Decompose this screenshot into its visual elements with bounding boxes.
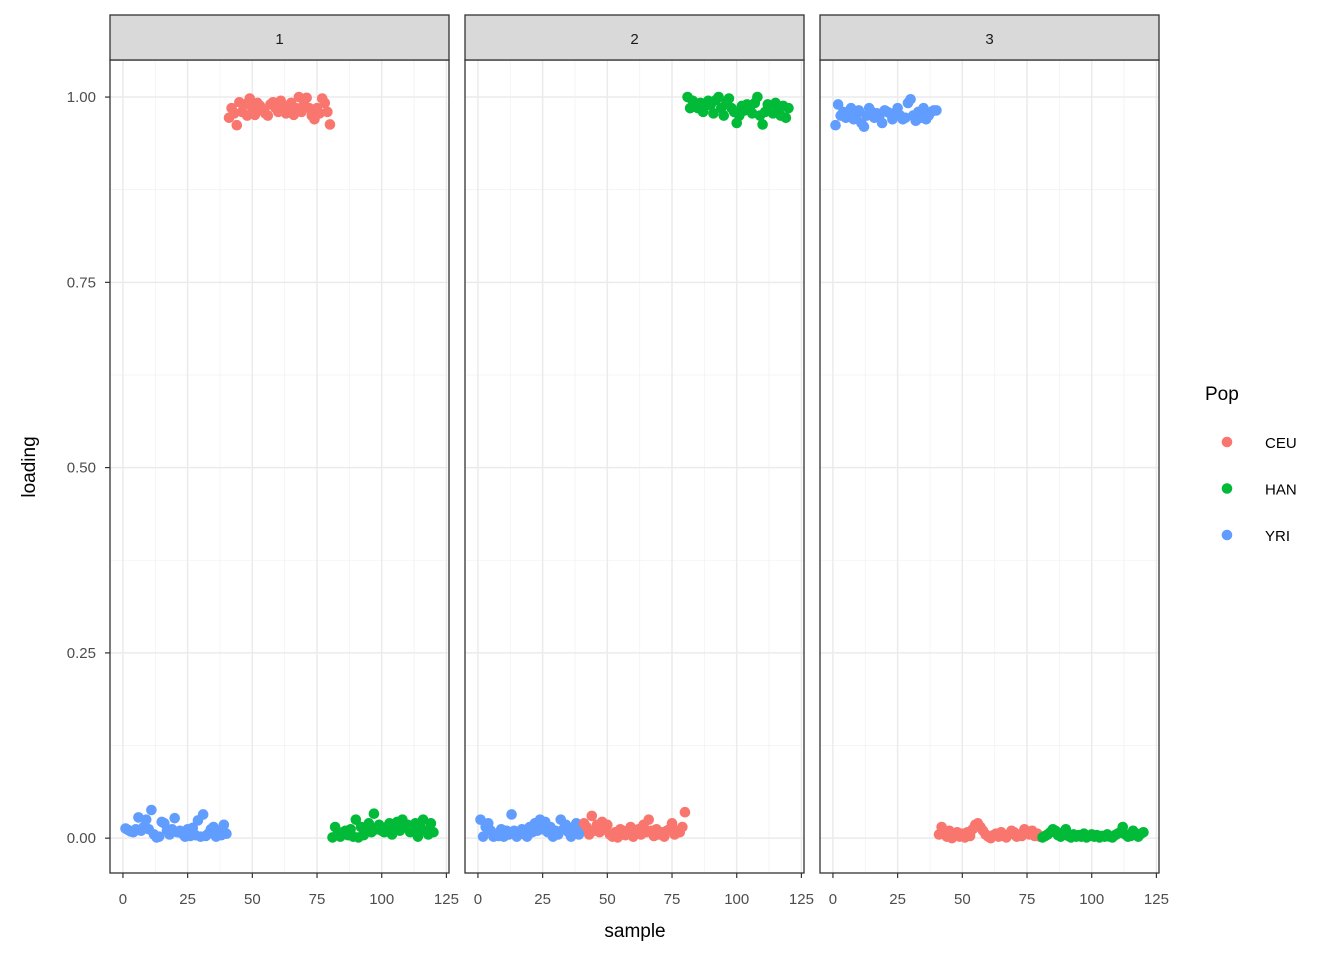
point-ceu	[666, 818, 678, 829]
point-yri	[221, 828, 232, 840]
point-han	[780, 112, 792, 124]
point-han	[723, 93, 735, 104]
y-tick-label: 0.75	[67, 274, 96, 291]
point-han	[708, 108, 719, 119]
point-yri	[832, 99, 844, 110]
x-tick-label: 75	[1019, 891, 1036, 908]
x-tick-label: 0	[474, 891, 482, 908]
point-yri	[858, 121, 870, 133]
facet-panel-1: 1 0 25 50 75 100 125	[109, 14, 459, 908]
point-yri	[853, 105, 865, 116]
point-han	[713, 91, 724, 103]
y-tick-label: 0.50	[67, 460, 96, 477]
point-han	[363, 818, 375, 829]
x-tick-label: 100	[369, 891, 394, 908]
point-yri	[146, 804, 157, 816]
y-tick-label: 1.00	[67, 89, 96, 106]
x-tick-label: 100	[1079, 891, 1104, 908]
point-ceu	[586, 810, 598, 822]
point-yri	[830, 119, 841, 131]
facet-strip	[464, 14, 805, 61]
x-tick-label: 125	[1144, 891, 1169, 908]
x-tick-label: 0	[829, 891, 837, 908]
x-tick-label: 50	[244, 891, 261, 908]
legend-title: Pop	[1205, 384, 1239, 405]
facet-strip-label: 1	[275, 31, 283, 48]
panel-background	[820, 60, 1159, 873]
x-tick-label: 25	[534, 891, 551, 908]
point-ceu	[322, 106, 333, 118]
y-axis-title: loading	[19, 436, 40, 497]
point-ceu	[679, 806, 691, 818]
point-ceu	[301, 92, 312, 104]
point-yri	[876, 117, 888, 129]
point-yri	[153, 831, 165, 842]
x-tick-label: 50	[954, 891, 971, 908]
facet-panel-2: 2 0 25 50 75 100 125	[464, 14, 814, 908]
x-tick-label: 50	[599, 891, 616, 908]
panel-background	[110, 60, 449, 873]
facet-panel-3: 3 0 25 50 75 100 125	[819, 14, 1169, 908]
point-ceu	[231, 119, 243, 131]
point-yri	[477, 831, 489, 842]
facet-strip-label: 3	[985, 31, 993, 48]
y-tick-label: 0.00	[67, 830, 96, 847]
point-yri	[931, 105, 942, 116]
point-yri	[169, 812, 180, 824]
point-ceu	[319, 97, 331, 109]
point-yri	[570, 818, 582, 829]
legend-label-han: HAN	[1265, 482, 1297, 499]
point-yri	[197, 809, 209, 820]
point-han	[428, 826, 439, 838]
x-tick-label: 25	[179, 891, 196, 908]
x-tick-label: 100	[724, 891, 749, 908]
x-tick-label: 125	[789, 891, 814, 908]
point-ceu	[643, 814, 655, 825]
legend-key-ceu	[1221, 436, 1233, 448]
point-ceu	[241, 110, 253, 121]
point-ceu	[293, 91, 305, 103]
point-yri	[905, 93, 916, 105]
legend-label-ceu: CEU	[1265, 435, 1297, 452]
facet-strip	[819, 14, 1160, 61]
x-tick-label: 75	[664, 891, 681, 908]
legend-key-yri	[1221, 529, 1233, 541]
legend-label-yri: YRI	[1265, 528, 1290, 545]
point-han	[412, 831, 424, 842]
point-ceu	[324, 119, 336, 130]
legend-key-han	[1221, 483, 1233, 494]
x-tick-label: 0	[119, 891, 127, 908]
point-ceu	[244, 93, 256, 104]
point-han	[350, 814, 362, 825]
x-tick-label: 25	[889, 891, 906, 908]
x-tick-label: 125	[434, 891, 459, 908]
point-yri	[218, 819, 230, 831]
x-tick-label: 75	[309, 891, 326, 908]
point-han	[757, 119, 768, 130]
point-ceu	[249, 109, 261, 121]
point-ceu	[262, 110, 274, 121]
legend: Pop CEU HAN YRI	[1205, 384, 1297, 545]
point-han	[783, 102, 794, 114]
panel-background	[465, 60, 804, 873]
point-han	[425, 818, 437, 829]
point-han	[1138, 826, 1149, 838]
point-yri	[506, 809, 517, 820]
point-ceu	[677, 821, 688, 833]
point-han	[718, 110, 730, 121]
point-han	[368, 808, 380, 820]
facet-strip-label: 2	[630, 31, 638, 48]
x-axis-title: sample	[604, 921, 665, 942]
point-han	[752, 91, 763, 103]
point-yri	[140, 814, 152, 825]
y-tick-label: 0.25	[67, 645, 96, 662]
facet-strip	[109, 14, 450, 61]
point-ceu	[602, 819, 613, 831]
